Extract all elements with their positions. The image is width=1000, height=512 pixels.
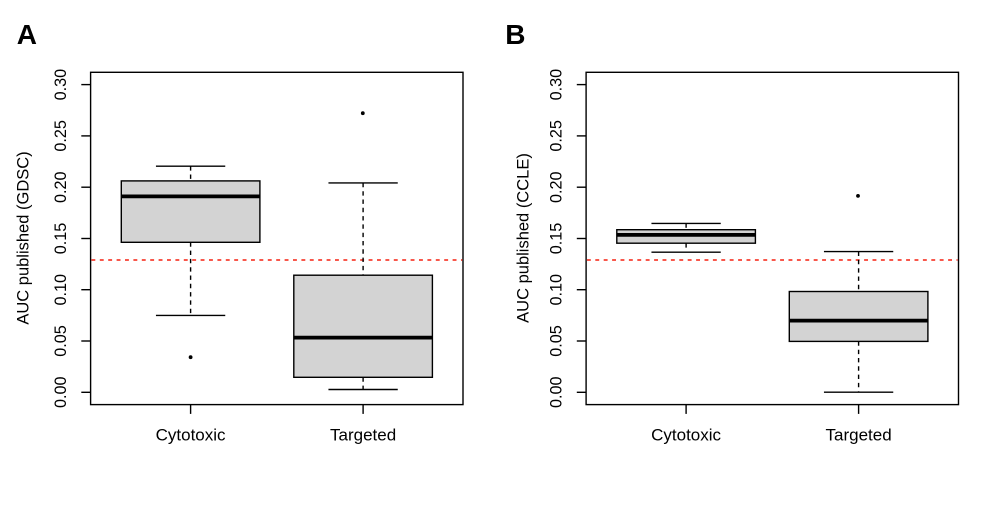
svg-text:0.15: 0.15 (548, 223, 566, 255)
svg-text:0.25: 0.25 (52, 120, 70, 152)
svg-text:Cytotoxic: Cytotoxic (156, 426, 226, 445)
svg-text:0.25: 0.25 (548, 120, 566, 152)
svg-text:AUC published (CCLE): AUC published (CCLE) (515, 153, 533, 323)
svg-text:0.20: 0.20 (548, 171, 566, 203)
svg-text:0.30: 0.30 (548, 69, 566, 101)
svg-text:0.30: 0.30 (52, 69, 70, 101)
svg-text:0.15: 0.15 (52, 223, 70, 255)
svg-text:Cytotoxic: Cytotoxic (651, 426, 721, 445)
svg-text:0.10: 0.10 (548, 274, 566, 306)
svg-text:0.05: 0.05 (52, 325, 70, 357)
svg-text:0.20: 0.20 (52, 171, 70, 203)
svg-text:A: A (17, 19, 37, 50)
svg-text:0.00: 0.00 (52, 377, 70, 409)
svg-text:Targeted: Targeted (826, 426, 892, 445)
svg-text:Targeted: Targeted (330, 426, 396, 445)
svg-text:0.00: 0.00 (548, 377, 566, 409)
svg-text:0.10: 0.10 (52, 274, 70, 306)
svg-text:AUC published (GDSC): AUC published (GDSC) (14, 151, 32, 324)
svg-text:0.05: 0.05 (548, 325, 566, 357)
svg-text:B: B (505, 19, 525, 50)
